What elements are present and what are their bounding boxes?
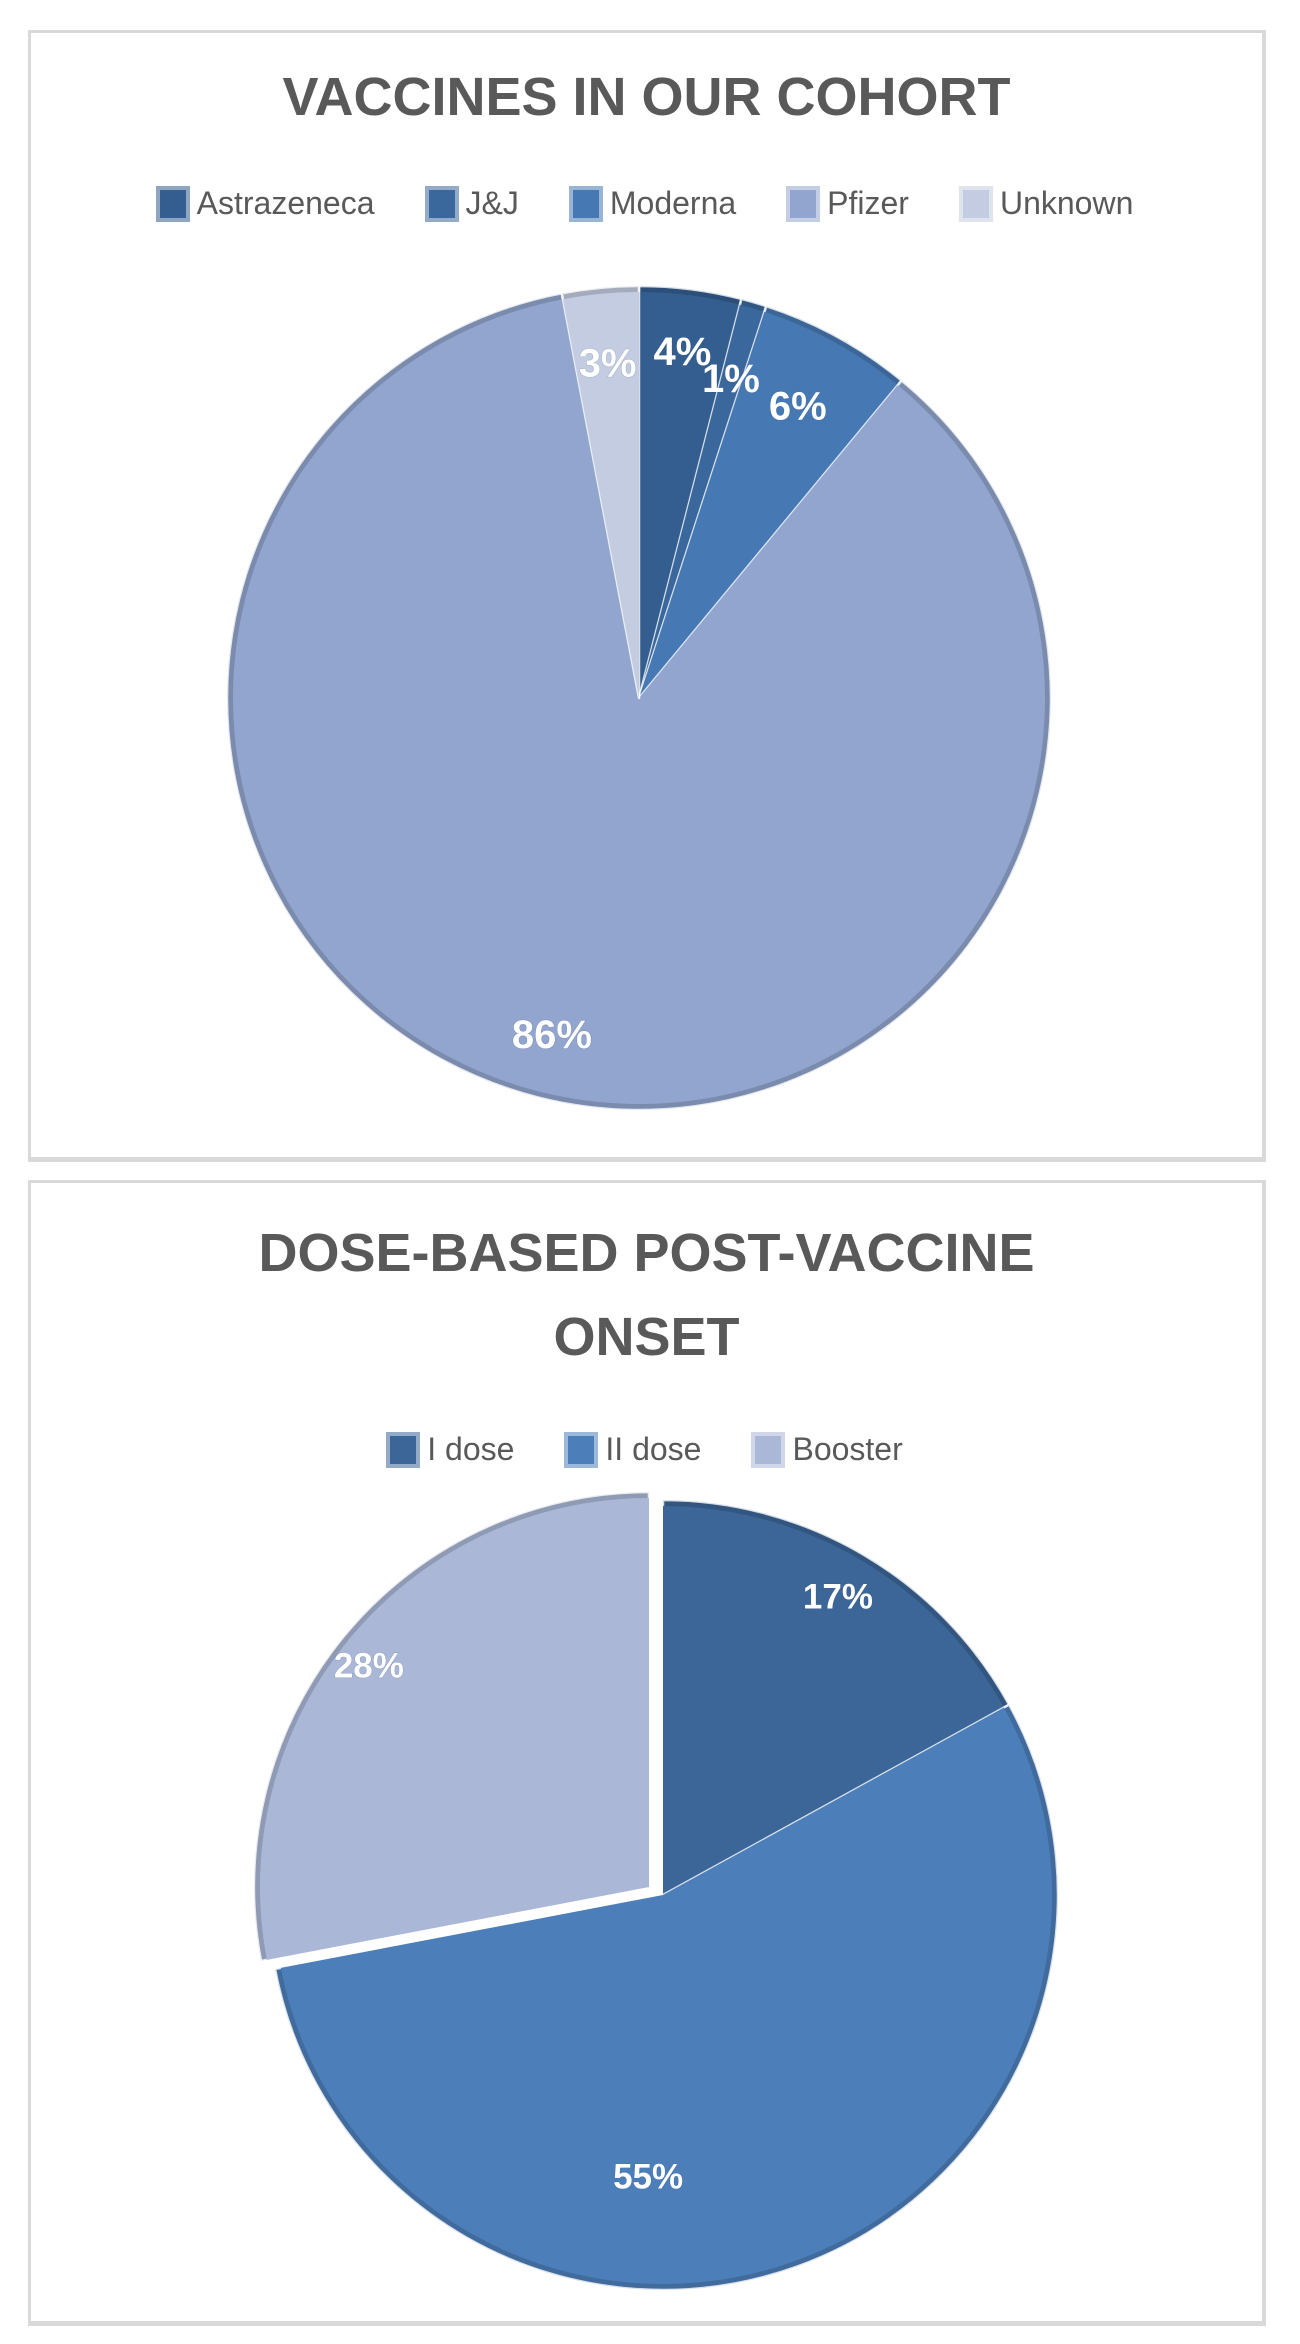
legend-item-i-dose: I dose [390,1431,514,1468]
legend-item-pfizer: Pfizer [790,185,909,222]
legend-label: Moderna [609,185,737,221]
dose-onset-pie-chart: 17% 55% 28% [253,1490,1060,2292]
legend-swatch-j-j [428,189,455,218]
legend-swatch-i-dose [390,1435,417,1464]
legend-label: II dose [605,1431,702,1467]
legend-swatch-ii-dose [568,1435,595,1464]
pct-label-booster: 28% [334,1646,404,1685]
legend-item-j-j: J&J [428,185,519,222]
dose-onset-chart-panel: DOSE-BASED POST-VACCINE ONSET I dose II d… [28,1180,1266,2326]
pie-slice-moderna [637,304,903,700]
pie-slice-pfizer [225,292,1053,1112]
dose-onset-legend: I dose II dose Booster [31,1431,1262,1468]
legend-swatch-booster [755,1435,782,1464]
pie-slice-booster [253,1490,651,1963]
vaccines-chart-title: VACCINES IN OUR COHORT [282,67,1011,127]
vaccines-pie-chart: 4%1%6% 86% 3% [225,284,1053,1112]
pct-label-unknown: 3% [579,341,637,385]
pct-label-pfizer: 86% [512,1013,592,1057]
legend-label: J&J [465,185,519,221]
legend-item-booster: Booster [755,1431,903,1468]
dose-onset-chart-title: DOSE-BASED POST-VACCINE ONSET [258,1223,1035,1367]
legend-swatch-moderna [572,189,599,218]
pie-slice-i-dose [661,1498,1011,1897]
legend-swatch-unknown [962,189,989,218]
legend-label: Booster [792,1431,903,1467]
legend-swatch-astrazeneca [159,189,186,218]
legend-label: I dose [427,1431,515,1467]
legend-item-astrazeneca: Astrazeneca [159,185,375,222]
pie-slice-ii-dose [273,1703,1060,2292]
pie-slice-unknown [560,284,641,700]
legend-item-ii-dose: II dose [568,1431,701,1468]
pct-label-i-dose: 17% [803,1577,873,1616]
vaccines-chart-panel: VACCINES IN OUR COHORT Astrazeneca J&J Mod… [28,30,1266,1162]
legend-label: Unknown [999,185,1134,221]
legend-item-moderna: Moderna [572,185,737,222]
legend-label: Astrazeneca [196,185,375,221]
pct-label-moderna: 6% [769,385,827,429]
pct-label-j-j: 1% [702,357,760,401]
legend-swatch-pfizer [790,189,817,218]
pct-label-ii-dose: 55% [613,2157,683,2196]
legend-label: Pfizer [827,185,909,221]
pct-label-astrazeneca: 4% [653,330,711,374]
vaccines-legend: Astrazeneca J&J Moderna Pfizer Unknown [31,185,1262,222]
legend-item-unknown: Unknown [962,185,1134,222]
